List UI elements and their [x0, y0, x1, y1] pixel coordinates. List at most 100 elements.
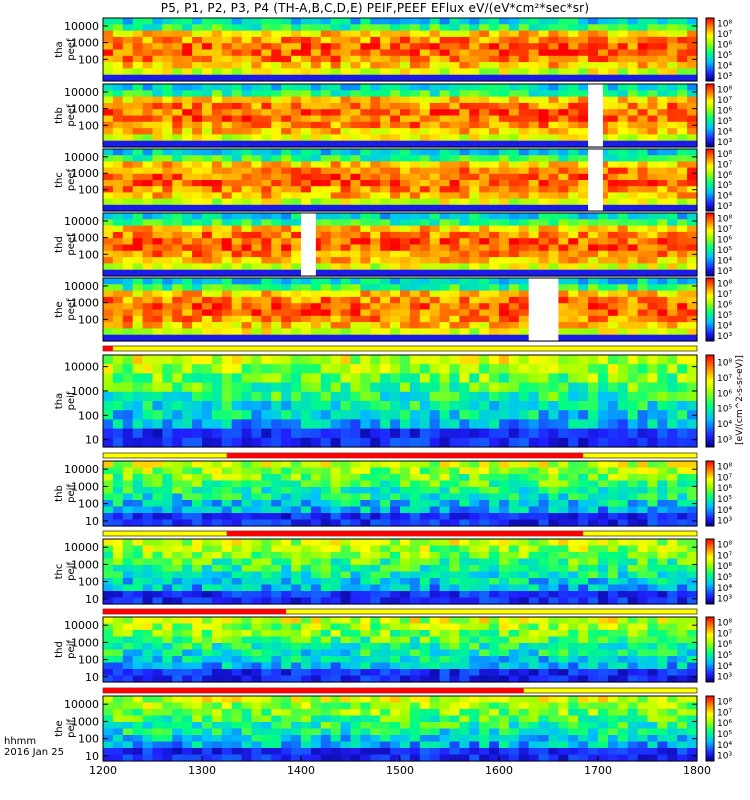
heatmap-cell — [350, 102, 361, 110]
heatmap-cell — [677, 180, 688, 187]
heatmap-cell — [647, 303, 658, 311]
heatmap-cell — [112, 309, 124, 317]
heatmap-cell — [211, 461, 223, 469]
heatmap-cell — [499, 334, 510, 342]
heatmap-cell — [122, 487, 134, 495]
heatmap-cell — [360, 231, 371, 239]
heatmap-cell — [251, 290, 262, 298]
heatmap-cell — [479, 309, 490, 317]
heatmap-cell — [103, 474, 114, 482]
heatmap-cell — [409, 36, 421, 44]
heatmap-cell — [479, 391, 490, 402]
heatmap-cell — [400, 231, 411, 239]
heatmap-cell — [479, 244, 490, 252]
heatmap-cell — [330, 382, 342, 393]
heatmap-cell — [122, 480, 134, 488]
heatmap-cell — [142, 140, 154, 148]
heatmap-cell — [578, 167, 589, 175]
heatmap-cell — [103, 213, 114, 220]
heatmap-cell — [588, 68, 599, 76]
heatmap-cell — [132, 149, 144, 156]
heatmap-cell — [370, 244, 381, 252]
heatmap-cell — [439, 467, 451, 475]
heatmap-cell — [578, 62, 589, 69]
heatmap-cell — [360, 584, 371, 592]
heatmap-cell — [508, 140, 520, 148]
heatmap-cell — [508, 134, 520, 142]
heatmap-cell — [350, 231, 361, 239]
heatmap-cell — [667, 467, 678, 475]
heatmap-cell — [152, 334, 163, 342]
heatmap-cell — [578, 43, 589, 51]
heatmap-cell — [310, 382, 322, 393]
heatmap-cell — [627, 597, 639, 605]
heatmap-cell — [419, 68, 431, 76]
heatmap-cell — [419, 493, 431, 501]
heatmap-cell — [132, 315, 144, 323]
heatmap-cell — [607, 62, 619, 69]
heatmap-cell — [419, 62, 431, 69]
heatmap-cell — [578, 204, 589, 212]
heatmap-cell — [221, 18, 233, 25]
heatmap-cell — [350, 474, 361, 482]
heatmap-cell — [281, 161, 292, 169]
heatmap-cell — [340, 539, 352, 547]
heatmap-cell — [568, 428, 579, 439]
heatmap-cell — [241, 513, 253, 521]
heatmap-cell — [677, 328, 688, 336]
heatmap-cell — [617, 519, 629, 527]
heatmap-cell — [211, 539, 223, 547]
heatmap-cell — [538, 134, 550, 142]
heatmap-cell — [122, 382, 134, 393]
heatmap-cell — [677, 102, 688, 110]
heatmap-cell — [598, 24, 609, 32]
colorbar-tick-label: 10⁶ — [717, 40, 732, 50]
heatmap-cell — [419, 410, 431, 420]
heatmap-cell — [449, 597, 460, 605]
heatmap-cell — [637, 62, 649, 69]
heatmap-cell — [439, 487, 451, 495]
heatmap-cell — [192, 30, 203, 38]
heatmap-cell — [429, 49, 441, 57]
heatmap-cell — [518, 334, 530, 342]
heatmap-cell — [479, 161, 490, 169]
heatmap-cell — [439, 584, 451, 592]
heatmap-cell — [231, 480, 243, 488]
heatmap-cell — [162, 149, 173, 156]
heatmap-cell — [122, 309, 134, 317]
heatmap-cell — [350, 167, 361, 175]
panel-thd_peef-cells — [103, 213, 698, 277]
heatmap-cell — [370, 43, 381, 51]
heatmap-cell — [469, 500, 480, 508]
heatmap-cell — [469, 204, 480, 212]
heatmap-cell — [142, 161, 154, 169]
heatmap-cell — [380, 519, 391, 527]
heatmap-cell — [310, 74, 322, 82]
heatmap-cell — [132, 192, 144, 200]
heatmap-cell — [301, 506, 312, 514]
heatmap-cell — [340, 334, 352, 342]
heatmap-cell — [459, 474, 470, 482]
heatmap-cell — [370, 571, 381, 579]
heatmap-cell — [558, 597, 569, 605]
heatmap-cell — [667, 382, 678, 393]
heatmap-cell — [271, 410, 282, 420]
heatmap-cell — [657, 231, 668, 239]
heatmap-cell — [647, 62, 658, 69]
heatmap-cell — [637, 213, 649, 220]
heatmap-cell — [558, 296, 569, 304]
heatmap-cell — [400, 373, 411, 384]
heatmap-cell — [380, 219, 391, 227]
heatmap-cell — [192, 419, 203, 430]
heatmap-cell — [390, 545, 401, 553]
heatmap-cell — [291, 334, 302, 342]
heatmap-cell — [281, 571, 292, 579]
heatmap-cell — [122, 284, 134, 292]
heatmap-cell — [598, 155, 609, 162]
heatmap-cell — [459, 519, 470, 527]
heatmap-cell — [558, 513, 569, 521]
heatmap-cell — [251, 545, 262, 553]
heatmap-cell — [112, 565, 124, 573]
heatmap-cell — [558, 96, 569, 104]
heatmap-cell — [142, 128, 154, 135]
